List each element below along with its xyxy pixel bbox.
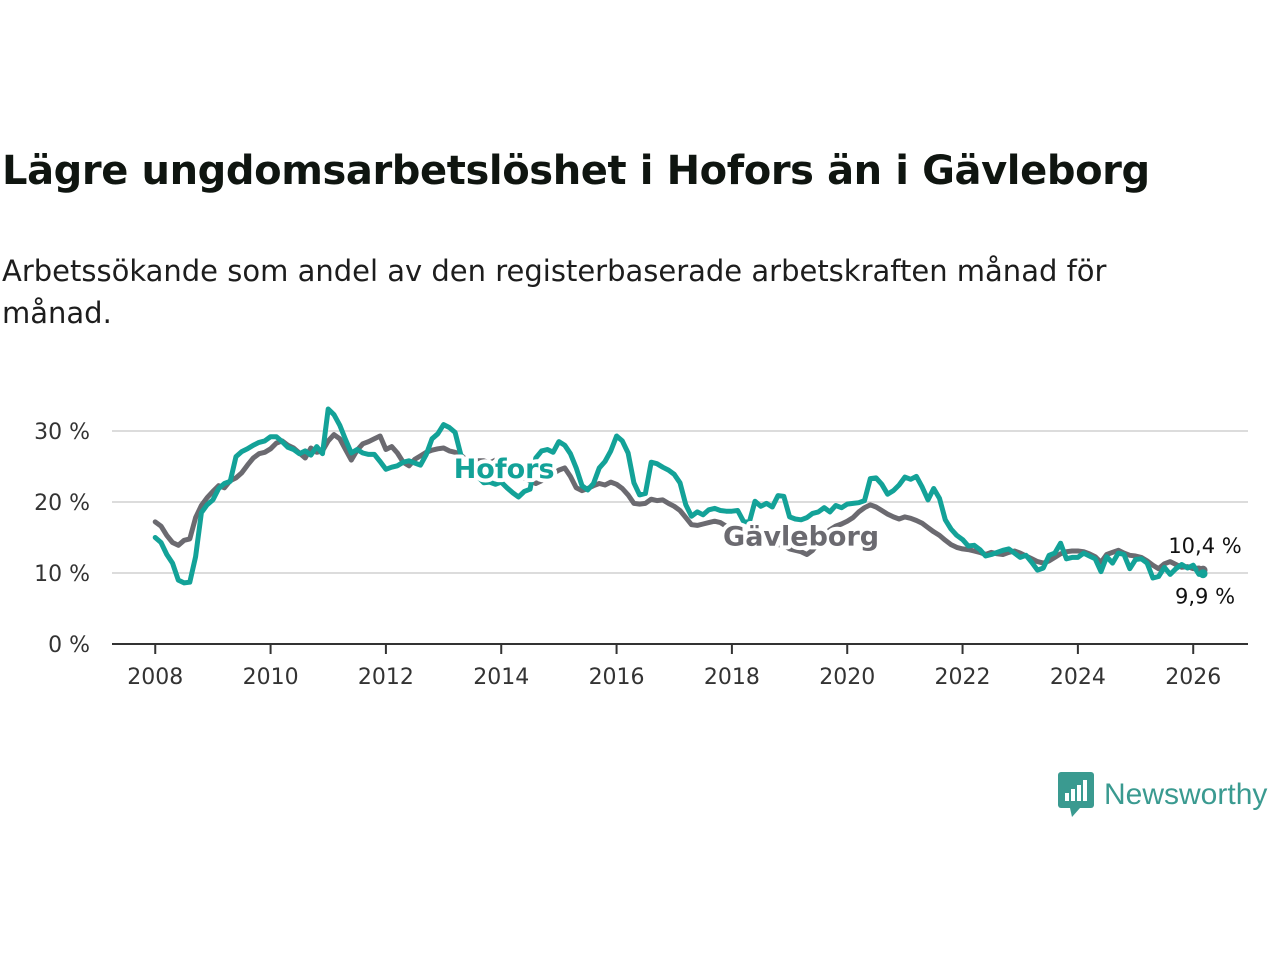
x-tick-label: 2012 [358, 665, 414, 690]
end-value-hofors: 9,9 % [1175, 585, 1235, 609]
y-tick-label: 10 % [34, 562, 90, 587]
x-tick-label: 2026 [1165, 665, 1221, 690]
x-tick-label: 2016 [589, 665, 645, 690]
brand-name: Newsworthy [1104, 778, 1268, 811]
gridlines [112, 430, 1248, 574]
y-tick-label: 20 % [34, 491, 90, 516]
x-tick-label: 2024 [1050, 665, 1106, 690]
series-label-gavleborg: Gävleborg [723, 521, 879, 552]
newsworthy-icon [1058, 772, 1094, 817]
end-point-hofors [1198, 569, 1208, 579]
x-tick-label: 2022 [935, 665, 991, 690]
series-labels: Gävleborg Hofors 10,4 % 9,9 % [450, 450, 1245, 612]
x-tick-label: 2020 [819, 665, 875, 690]
series-layer [152, 406, 1206, 586]
newsworthy-logo: Newsworthy [1058, 772, 1267, 818]
y-tick-label: 0 % [48, 633, 90, 658]
chart-title: Lägre ungdomsarbetslöshet i Hofors än i … [2, 148, 1150, 194]
series-line-hofors [152, 406, 1206, 586]
x-tick-label: 2010 [243, 665, 299, 690]
axes: 0 % 10 % 20 % 30 % 2008 2010 2012 2014 2016 2018 2… [34, 420, 1248, 690]
series-label-hofors: Hofors [454, 454, 555, 485]
x-tick-label: 2008 [127, 665, 183, 690]
x-tick-label: 2018 [704, 665, 760, 690]
end-value-gavleborg: 10,4 % [1168, 534, 1241, 558]
x-tick-label: 2014 [473, 665, 529, 690]
y-tick-label: 30 % [34, 420, 90, 445]
chart-subtitle: Arbetssökande som andel av den registerb… [2, 254, 1107, 330]
